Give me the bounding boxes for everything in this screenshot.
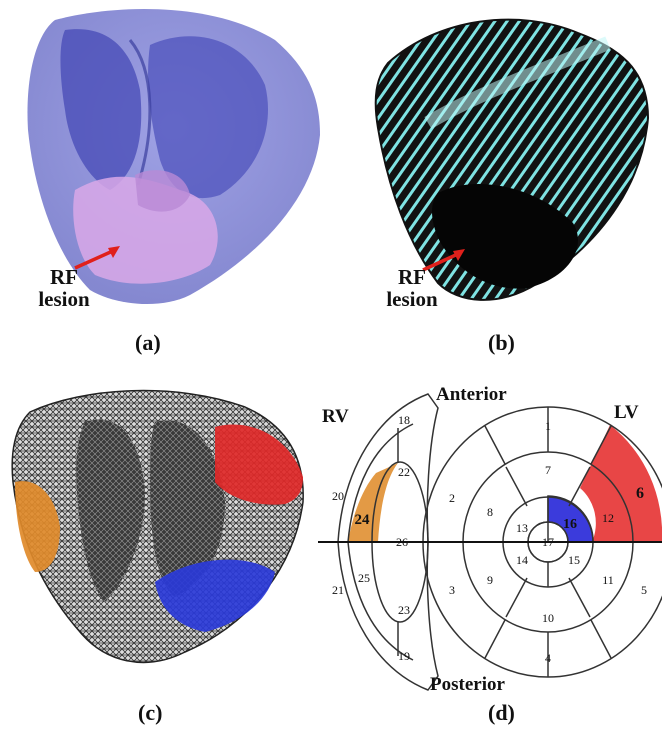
seg-13: 13 [516,521,528,535]
left-cavity [60,29,142,191]
red-segment [215,424,303,505]
orange-segment [15,481,60,572]
blue-segment [155,559,275,632]
seg-12: 12 [602,511,614,525]
seg-16: 16 [563,517,577,532]
seg-24: 24 [355,512,371,528]
panel-b-caption: (b) [488,330,515,355]
seg-8: 8 [487,505,493,519]
seg-14: 14 [516,553,528,567]
lesion-label-line2: lesion [386,287,438,311]
lesion-label-line1: RF [398,265,426,289]
septum [128,39,152,186]
seg-10: 10 [542,611,554,625]
seg-2: 2 [449,491,455,505]
lesion-arrow [422,251,461,272]
lesion-label-line1: RF [50,265,78,289]
seg-23: 23 [398,603,410,617]
lesion-label-line2: lesion [38,287,90,311]
lv-segment-6-fill [548,425,662,542]
seg-5: 5 [641,583,647,597]
panel-b-fiber-render [374,18,650,301]
seg-4: 4 [545,651,551,665]
panel-a-caption: (a) [135,330,161,355]
lesion-arrow-head [453,249,465,261]
seg-11: 11 [602,573,614,587]
lv-label: LV [614,402,639,423]
panel-a-lesion-label: RF lesion [28,266,100,310]
posterior-label: Posterior [430,674,505,695]
seg-9: 9 [487,573,493,587]
inner-cavity-right [150,420,225,597]
seg-25: 25 [358,571,370,585]
seg-1: 1 [545,419,551,433]
seg-18: 18 [398,413,410,427]
seg-22: 22 [398,465,410,479]
rv-diagram [318,393,662,691]
rv-label: RV [322,406,349,427]
lesion-arrow [74,248,116,270]
rv-outer-contour [337,393,439,691]
panel-c-caption: (c) [138,700,163,725]
rv-segment-24-fill [348,463,398,542]
anterior-label: Anterior [436,384,507,405]
segment-numbers: 1 2 3 4 5 6 7 8 9 10 11 12 13 14 15 16 1… [332,413,647,665]
lesion-dark-region [432,184,578,289]
seg-20: 20 [332,489,344,503]
panel-b-lesion-label: RF lesion [376,266,448,310]
seg-19: 19 [398,649,410,663]
lesion-region-upper [135,170,190,212]
seg-15: 15 [568,553,580,567]
seg-26: 26 [396,535,408,549]
lesion-arrow-head [108,246,120,258]
seg-7: 7 [545,463,551,477]
right-cavity [148,36,268,199]
panel-d-caption: (d) [488,700,515,725]
panel-d-bullseye-diagram: Anterior Posterior RV LV 1 2 3 4 5 6 7 8… [318,384,662,695]
seg-3: 3 [449,583,455,597]
panel-a-heart-render [27,8,320,305]
seg-6: 6 [636,485,644,502]
panel-c-mesh-render [11,389,304,664]
fiber-highlight-band [424,36,611,130]
seg-17: 17 [542,535,554,549]
seg-21: 21 [332,583,344,597]
inner-cavity-left [76,419,145,602]
